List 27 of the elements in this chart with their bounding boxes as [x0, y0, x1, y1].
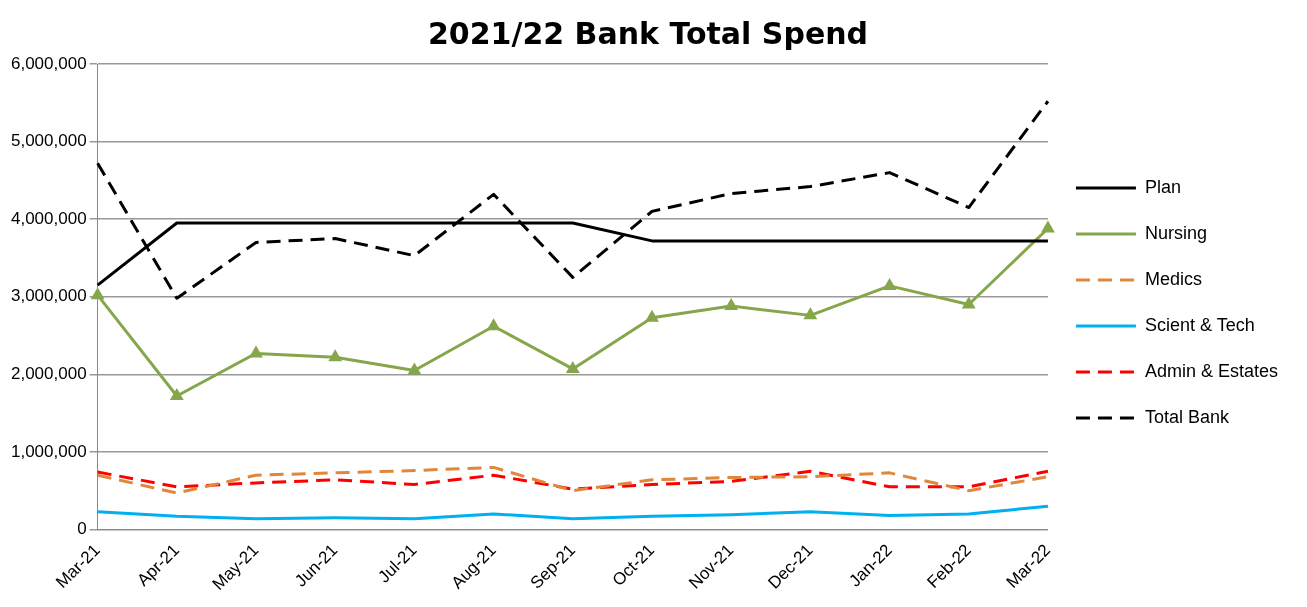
legend-label: Plan — [1144, 176, 1181, 197]
point — [328, 349, 343, 362]
legend-label: Scient & Tech — [1144, 314, 1255, 335]
point — [407, 362, 422, 375]
legend-label: Medics — [1144, 268, 1202, 289]
point — [169, 388, 184, 401]
y-tick-label: 5,000,000 — [10, 131, 87, 151]
point — [882, 277, 897, 290]
point — [249, 345, 263, 358]
y-tick-label: 2,000,000 — [10, 364, 87, 384]
y-tick-label: 0 — [77, 519, 87, 539]
y-tick-label: 1,000,000 — [10, 441, 87, 461]
point — [486, 318, 501, 331]
point — [1041, 220, 1055, 233]
point — [565, 360, 580, 373]
point — [803, 307, 818, 320]
point — [90, 287, 105, 300]
legend-label: Nursing — [1144, 222, 1207, 243]
point — [961, 296, 976, 309]
y-tick-label: 6,000,000 — [10, 53, 87, 73]
point — [645, 309, 659, 322]
legend-label: Admin & Estates — [1144, 360, 1278, 381]
y-tick-label: 3,000,000 — [10, 286, 87, 306]
legend-label: Total Bank — [1144, 406, 1230, 427]
point — [724, 298, 739, 311]
y-tick-label: 4,000,000 — [10, 208, 87, 228]
chart-title: 2021/22 Bank Total Spend — [427, 15, 869, 51]
